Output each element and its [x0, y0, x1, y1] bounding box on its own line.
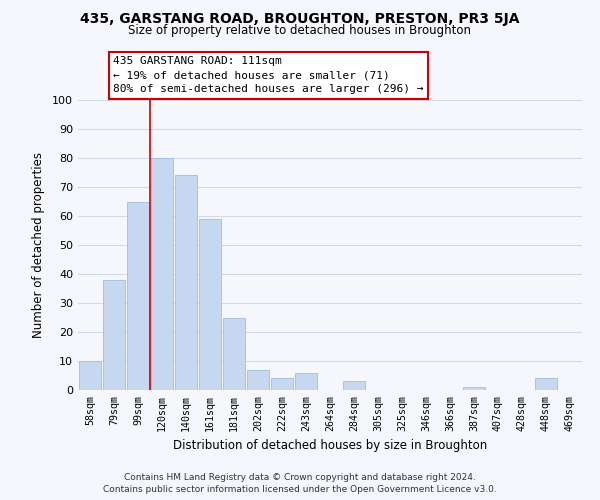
Bar: [151, 158, 173, 390]
Y-axis label: Number of detached properties: Number of detached properties: [32, 152, 45, 338]
Bar: [247, 370, 269, 390]
Text: Contains HM Land Registry data © Crown copyright and database right 2024.: Contains HM Land Registry data © Crown c…: [124, 473, 476, 482]
X-axis label: Distribution of detached houses by size in Broughton: Distribution of detached houses by size …: [173, 439, 487, 452]
Bar: [79, 361, 101, 390]
Text: Size of property relative to detached houses in Broughton: Size of property relative to detached ho…: [128, 24, 472, 37]
Text: 435 GARSTANG ROAD: 111sqm
← 19% of detached houses are smaller (71)
80% of semi-: 435 GARSTANG ROAD: 111sqm ← 19% of detac…: [113, 56, 424, 94]
Text: Contains public sector information licensed under the Open Government Licence v3: Contains public sector information licen…: [103, 484, 497, 494]
Bar: [463, 387, 485, 390]
Text: 435, GARSTANG ROAD, BROUGHTON, PRESTON, PR3 5JA: 435, GARSTANG ROAD, BROUGHTON, PRESTON, …: [80, 12, 520, 26]
Bar: [103, 280, 125, 390]
Bar: [295, 372, 317, 390]
Bar: [175, 176, 197, 390]
Bar: [343, 382, 365, 390]
Bar: [223, 318, 245, 390]
Bar: [127, 202, 149, 390]
Bar: [199, 219, 221, 390]
Bar: [271, 378, 293, 390]
Bar: [535, 378, 557, 390]
